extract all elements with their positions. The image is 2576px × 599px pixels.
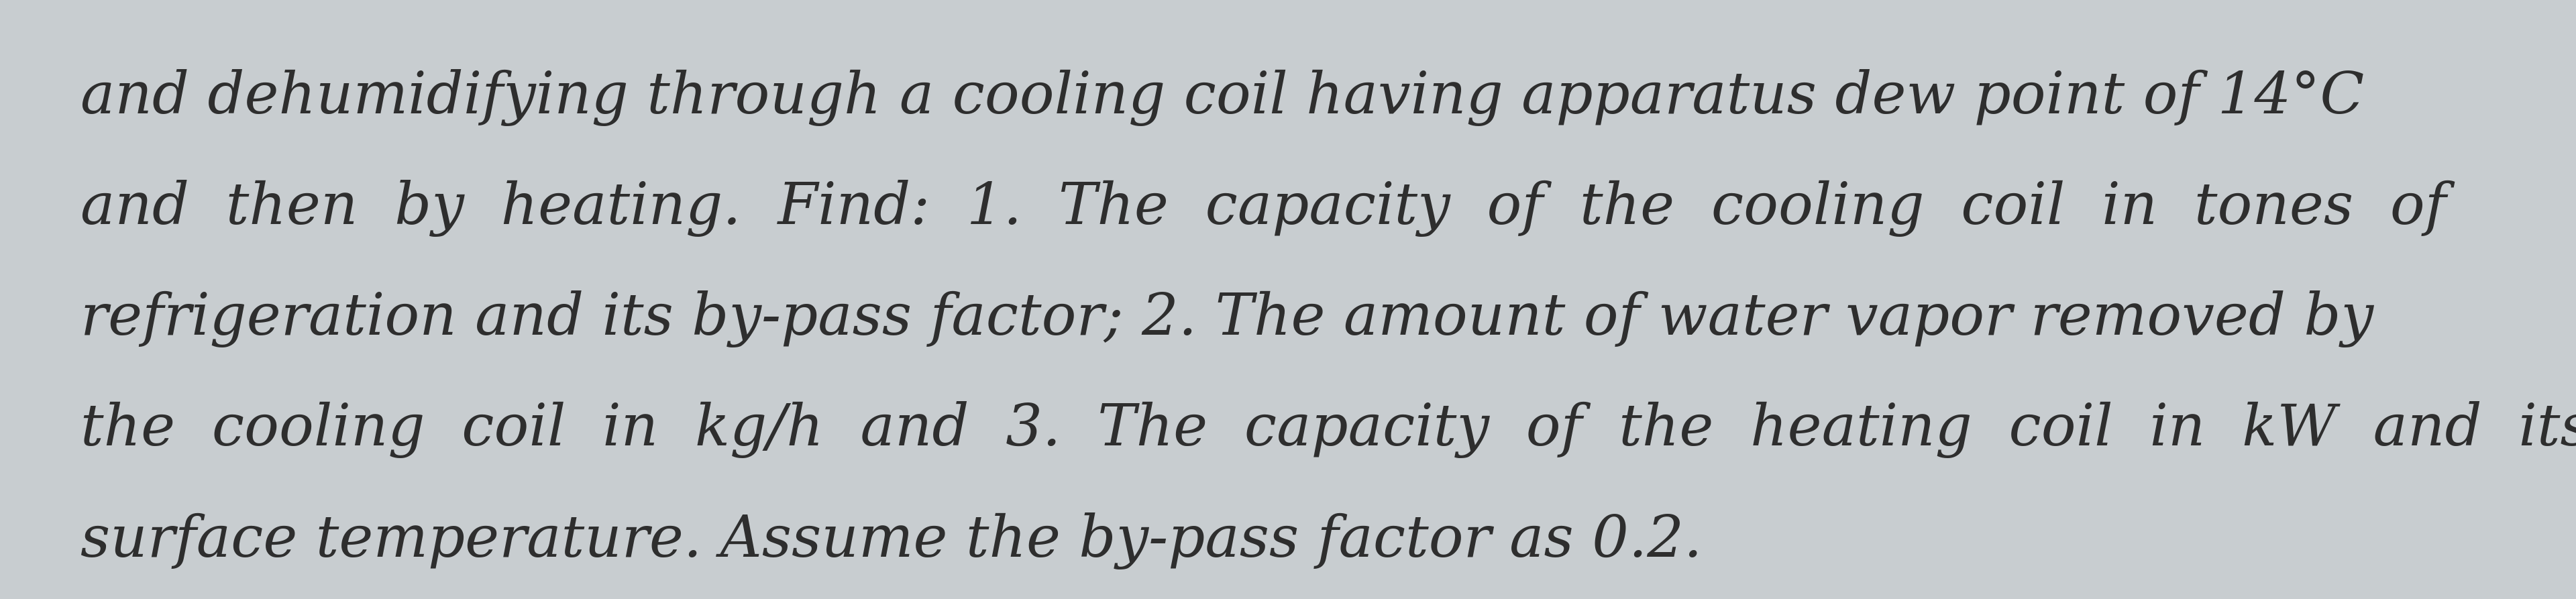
Text: the  cooling  coil  in  kg/h  and  3.  The  capacity  of  the  heating  coil  in: the cooling coil in kg/h and 3. The capa… xyxy=(80,401,2576,458)
Text: and  then  by  heating.  Find:  1.  The  capacity  of  the  cooling  coil  in  t: and then by heating. Find: 1. The capaci… xyxy=(80,180,2447,237)
Text: surface temperature. Assume the by-pass factor as 0.2.: surface temperature. Assume the by-pass … xyxy=(80,512,1703,569)
Text: and dehumidifying through a cooling coil having apparatus dew point of 14°C: and dehumidifying through a cooling coil… xyxy=(80,69,2365,126)
Text: refrigeration and its by-pass factor; 2. The amount of water vapor removed by: refrigeration and its by-pass factor; 2.… xyxy=(80,291,2372,347)
